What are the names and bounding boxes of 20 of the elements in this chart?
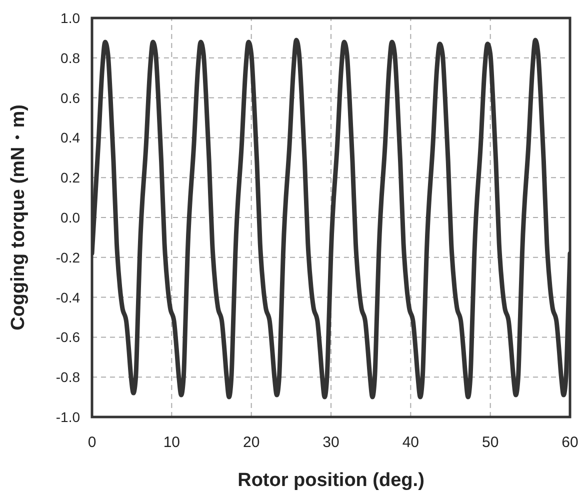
x-tick-label: 0 bbox=[88, 434, 96, 451]
y-tick-label: 0.0 bbox=[60, 210, 80, 226]
x-tick-label: 60 bbox=[562, 434, 578, 451]
y-tick-label: 0.2 bbox=[60, 170, 80, 186]
x-tick-label: 40 bbox=[402, 434, 420, 451]
y-tick-label: -1.0 bbox=[56, 409, 80, 425]
y-tick-label: -0.2 bbox=[56, 249, 80, 266]
x-tick-label: 50 bbox=[482, 434, 499, 451]
y-tick-label: 0.8 bbox=[60, 50, 80, 66]
y-tick-label: 0.4 bbox=[60, 130, 80, 146]
y-tick-label: -0.8 bbox=[56, 369, 80, 386]
y-tick-label: -0.4 bbox=[56, 289, 80, 306]
y-tick-label: 1.0 bbox=[60, 10, 80, 26]
y-axis-title: Cogging torque (mN・m) bbox=[8, 104, 29, 330]
x-axis-title: Rotor position (deg.) bbox=[238, 470, 424, 491]
y-tick-label: 0.6 bbox=[60, 90, 80, 106]
y-tick-label: -0.6 bbox=[56, 329, 80, 346]
x-tick-label: 20 bbox=[242, 434, 260, 451]
x-tick-label: 10 bbox=[163, 434, 180, 451]
x-tick-label: 30 bbox=[322, 434, 340, 451]
